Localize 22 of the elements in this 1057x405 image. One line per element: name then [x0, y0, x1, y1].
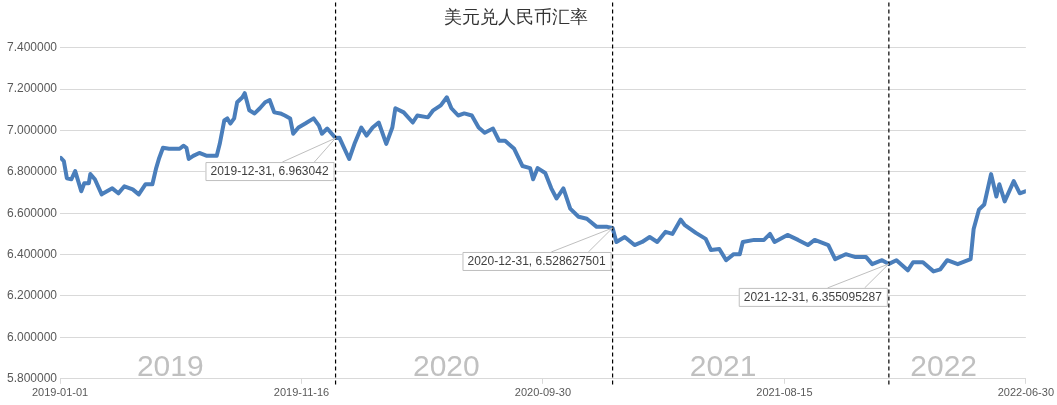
y-tick-label: 7.400000: [6, 39, 58, 54]
x-tick-label: 2021-08-15: [756, 386, 813, 399]
y-tick-label: 5.800000: [6, 371, 58, 386]
annotation: 2019: [136, 349, 204, 383]
y-tick-label: 6.800000: [6, 164, 58, 179]
y-tick-label: 6.400000: [6, 246, 58, 261]
x-tick-label: 2020-09-30: [514, 386, 572, 399]
y-tick-label: 6.600000: [6, 205, 58, 220]
y-tick-label: 6.200000: [6, 288, 58, 303]
x-tick-label: 2019-01-01: [31, 386, 89, 399]
y-tick-label: 6.000000: [6, 329, 58, 344]
annotation: 2019-12-31, 6.963042: [210, 164, 329, 179]
y-tick-label: 7.200000: [6, 81, 58, 96]
annotation: 2021: [689, 349, 757, 383]
x-tick-label: 2022-06-30: [997, 386, 1055, 399]
y-tick-label: 7.000000: [6, 122, 58, 137]
annotation: 2022: [910, 349, 978, 383]
annotation: 2020: [413, 349, 480, 383]
chart-title: 美元兑人民币汇率: [443, 6, 588, 28]
x-tick-label: 2019-11-16: [273, 386, 330, 399]
annotation: 2020-12-31, 6.528627501: [467, 254, 606, 269]
annotation: 2021-12-31, 6.355095287: [743, 290, 883, 305]
